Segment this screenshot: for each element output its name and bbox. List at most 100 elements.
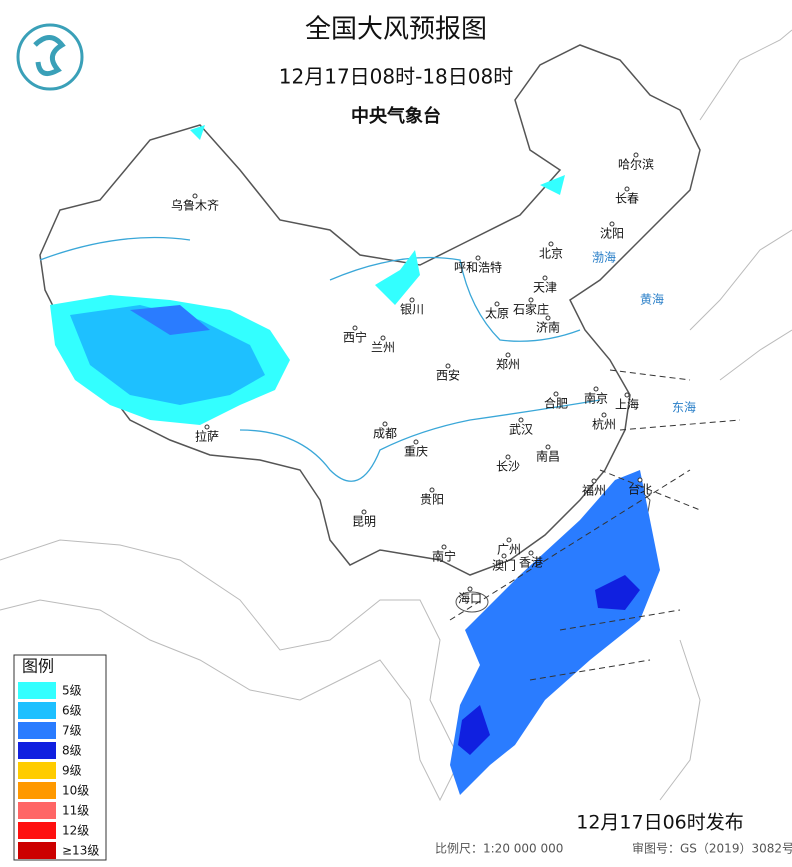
city-dot — [380, 335, 386, 341]
city-dot — [429, 487, 435, 493]
city-dot — [548, 241, 554, 247]
wind-area — [458, 575, 640, 755]
city-label: 郑州 — [496, 357, 520, 372]
neighbor-coast — [659, 29, 792, 801]
city-label: 澳门 — [492, 558, 516, 573]
city-dot — [609, 221, 615, 227]
city-label: 广州 — [497, 543, 521, 557]
city-dot — [467, 586, 473, 592]
city-label: 长沙 — [496, 460, 520, 474]
sea-label: 东海 — [672, 400, 696, 415]
city-label: 重庆 — [404, 445, 428, 459]
city-dot — [382, 421, 388, 427]
scale: 比例尺：1:20 000 000 — [435, 842, 563, 856]
city-dot — [505, 352, 511, 358]
city-dot — [506, 537, 512, 543]
city-label: 西宁 — [343, 330, 367, 345]
city-dot — [441, 544, 447, 550]
city-label: 太原 — [485, 306, 509, 321]
legend-swatch — [18, 802, 56, 819]
city-label: 福州 — [582, 483, 606, 498]
city-dot — [593, 386, 599, 392]
sea-label: 渤海 — [592, 250, 616, 265]
hainan — [455, 591, 489, 613]
city-label: 天津 — [533, 281, 557, 295]
city-dot — [624, 392, 630, 398]
city-label: 贵阳 — [420, 493, 444, 507]
city-label: 南昌 — [536, 449, 560, 464]
legend-label: 5级 — [62, 684, 82, 698]
approval: 审图号：GS（2019）3082号 — [632, 841, 792, 856]
china-border — [39, 44, 701, 576]
city-label: 哈尔滨 — [618, 157, 654, 172]
title: 全国大风预报图 — [305, 15, 487, 45]
city-label: 北京 — [539, 247, 563, 261]
city-label: 武汉 — [509, 423, 533, 437]
city-dot — [413, 439, 419, 445]
city-label: 拉萨 — [195, 429, 219, 444]
legend-label: 12级 — [62, 824, 89, 838]
legend-swatch — [18, 782, 56, 799]
city-dot — [352, 325, 358, 331]
city-label: 台北 — [628, 482, 652, 497]
city-label: 上海 — [615, 397, 639, 412]
legend-label: 7级 — [62, 724, 82, 738]
legend-swatch — [18, 742, 56, 759]
city-dot — [542, 275, 548, 281]
city-label: 沈阳 — [600, 226, 624, 241]
city-dot — [637, 477, 643, 483]
city-label: 香港 — [519, 556, 543, 570]
city-label: 银川 — [400, 303, 424, 317]
city-label: 成都 — [373, 427, 397, 441]
city-dot — [624, 186, 630, 192]
city-label: 长春 — [615, 192, 639, 206]
river — [39, 236, 601, 482]
city-dot — [445, 363, 451, 369]
city-dot — [545, 444, 551, 450]
city-dot — [494, 301, 500, 307]
legend-label: ≥13级 — [62, 844, 99, 858]
city-label: 济南 — [536, 320, 560, 335]
issuer: 中央气象台 — [351, 105, 441, 127]
city-label: 南京 — [584, 391, 608, 406]
city-label: 南宁 — [432, 549, 456, 564]
wind-area — [130, 305, 210, 335]
legend-swatch — [18, 702, 56, 719]
city-dot — [553, 391, 559, 397]
neighbor-border — [0, 539, 461, 802]
legend-label: 8级 — [62, 744, 82, 758]
legend-swatch — [18, 822, 56, 839]
issue-time: 12月17日06时发布 — [576, 812, 744, 834]
city-dot — [633, 152, 639, 158]
city-label: 杭州 — [592, 417, 616, 432]
city-label: 呼和浩特 — [454, 260, 502, 275]
city-dot — [204, 424, 210, 430]
city-dot — [528, 297, 534, 303]
legend-title: 图例 — [22, 657, 54, 676]
city-dot — [505, 454, 511, 460]
sea-boundary — [449, 369, 741, 681]
logo-mark — [33, 35, 66, 77]
legend-swatch — [18, 842, 56, 859]
legend-swatch — [18, 762, 56, 779]
legend-swatch — [18, 682, 56, 699]
city-label: 昆明 — [352, 515, 376, 529]
legend-label: 6级 — [62, 704, 82, 718]
legend-swatch — [18, 722, 56, 739]
city-dot — [601, 412, 607, 418]
city-label: 合肥 — [544, 396, 568, 411]
city-label: 西安 — [436, 368, 460, 383]
city-dot — [518, 417, 524, 423]
city-dot — [591, 478, 597, 484]
wind-area — [70, 305, 265, 405]
city-label: 兰州 — [371, 341, 395, 355]
period: 12月17日08时-18日08时 — [279, 65, 513, 89]
city-dot — [192, 193, 198, 199]
wind-area — [450, 470, 660, 795]
city-dot — [528, 550, 534, 556]
sea-label: 黄海 — [640, 292, 664, 307]
legend-label: 9级 — [62, 764, 82, 778]
city-dot — [475, 255, 481, 261]
legend-label: 11级 — [62, 804, 89, 818]
